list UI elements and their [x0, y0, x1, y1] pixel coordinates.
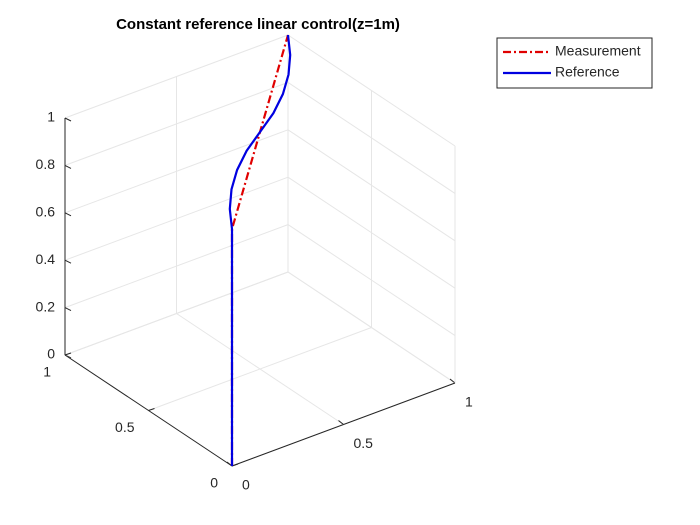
z-tick — [64, 307, 72, 312]
legend-label: Measurement — [555, 43, 641, 59]
z-tick — [64, 164, 72, 169]
z-tick-label: 0.6 — [36, 204, 56, 220]
z-tick — [64, 212, 72, 217]
x-axis — [231, 382, 456, 467]
grid-line — [148, 327, 372, 411]
grid-line — [64, 271, 289, 356]
z-tick-label: 1 — [47, 109, 55, 125]
z-tick-label: 0 — [47, 346, 55, 362]
z-tick — [64, 259, 72, 264]
x-tick — [449, 378, 456, 384]
z-tick-label: 0.8 — [36, 156, 56, 172]
x-tick-label: 0.5 — [354, 435, 374, 451]
y-tick — [64, 352, 72, 356]
y-tick-label: 0 — [210, 475, 218, 491]
legend-label: Reference — [555, 64, 620, 80]
legend-box — [496, 37, 653, 89]
x-tick-label: 0 — [242, 477, 250, 493]
z-tick — [64, 117, 72, 122]
series-line — [228, 34, 292, 466]
chart-title: Constant reference linear control(z=1m) — [116, 16, 400, 33]
y-tick-label: 1 — [43, 364, 51, 380]
y-tick-label: 0.5 — [115, 419, 135, 435]
y-tick — [148, 408, 155, 411]
x-tick-label: 1 — [465, 394, 473, 410]
z-tick-label: 0.4 — [36, 251, 56, 267]
y-axis — [64, 354, 233, 467]
z-tick-label: 0.2 — [36, 298, 56, 314]
x-tick — [338, 420, 344, 425]
